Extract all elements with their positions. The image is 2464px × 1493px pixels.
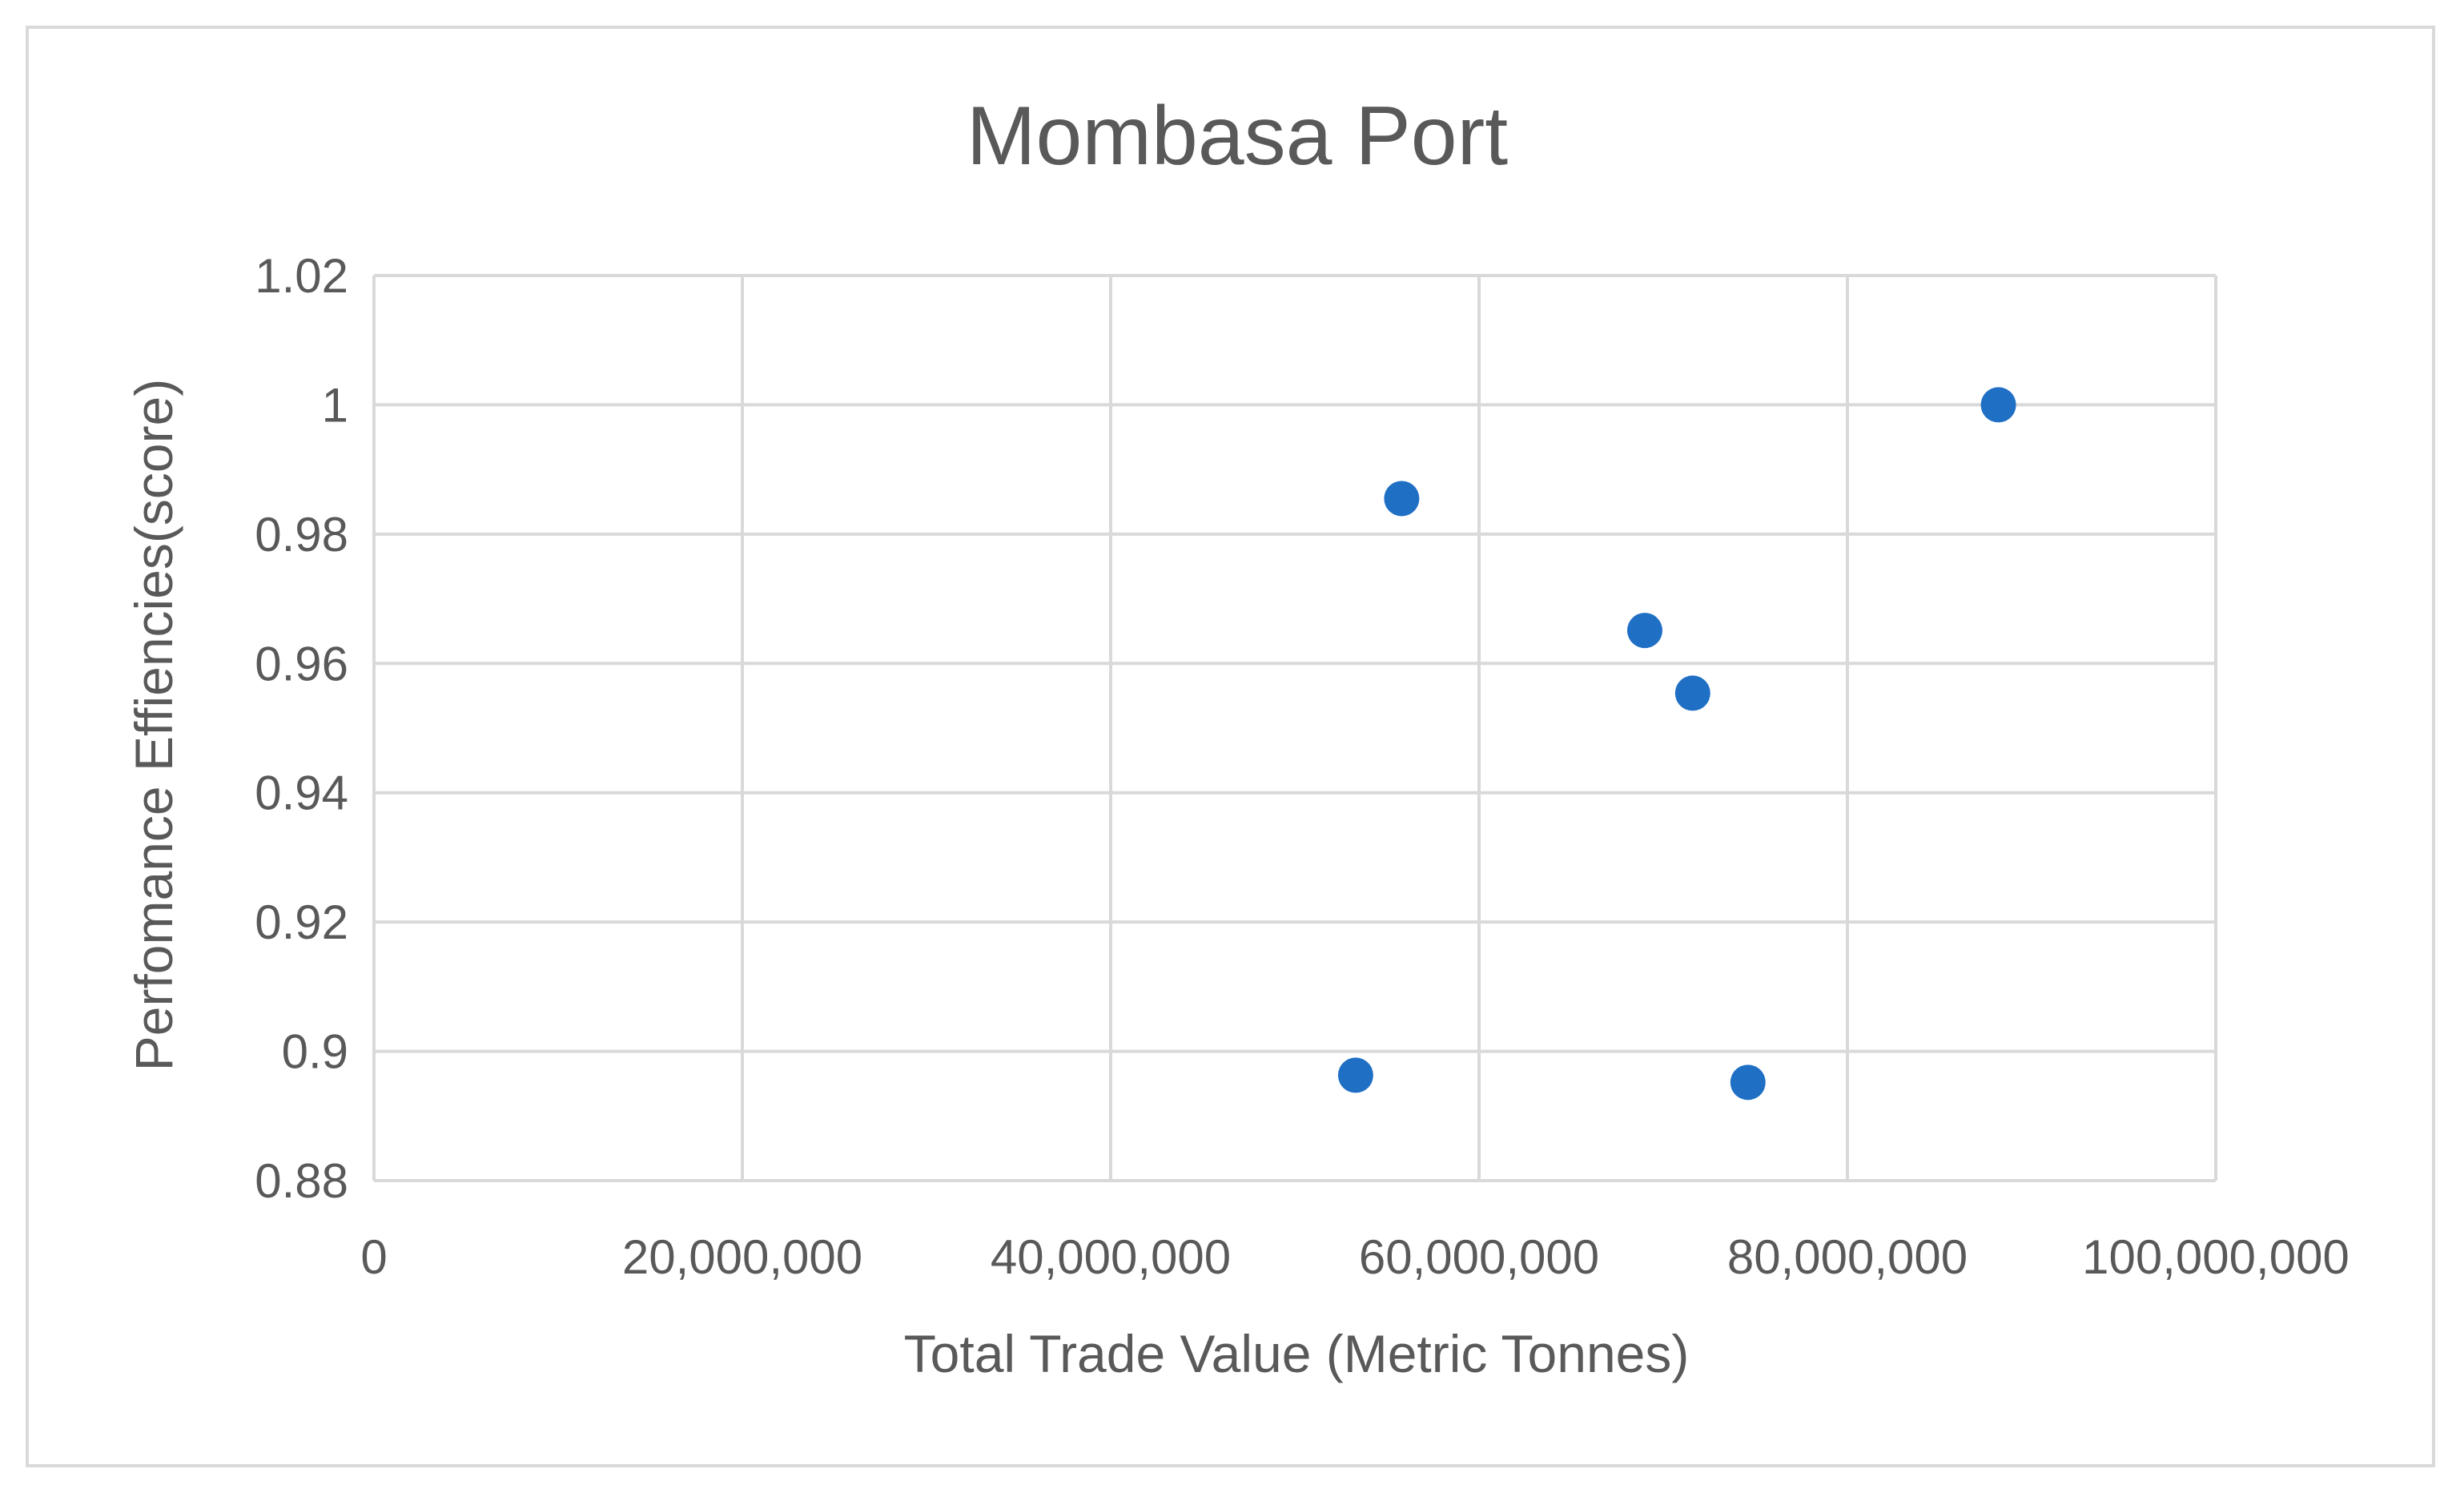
- y-tick-label: 0.98: [255, 508, 348, 561]
- x-tick-label: 20,000,000: [622, 1230, 862, 1284]
- x-tick-label: 0: [360, 1230, 387, 1284]
- data-point: [1674, 675, 1710, 711]
- data-point: [1980, 387, 2016, 423]
- chart-frame: [26, 26, 2435, 1467]
- data-point: [1627, 613, 1662, 649]
- tick-labels: 0.88 0.9 0.92 0.94 0.96 0.98 1 1.02 0 20,000,000 4…: [255, 249, 2349, 1284]
- y-tick-label: 1.02: [255, 249, 348, 303]
- data-point: [1384, 481, 1420, 517]
- data-points: [1337, 387, 2016, 1101]
- y-tick-label: 0.92: [255, 895, 348, 949]
- x-tick-label: 40,000,000: [991, 1230, 1231, 1284]
- data-point: [1337, 1057, 1373, 1093]
- x-tick-label: 60,000,000: [1359, 1230, 1599, 1284]
- gridlines: [372, 274, 2217, 1182]
- y-tick-label: 0.88: [255, 1154, 348, 1208]
- y-tick-label: 0.9: [282, 1025, 348, 1079]
- x-tick-label: 80,000,000: [1727, 1230, 1968, 1284]
- x-axis-title: Total Trade Value (Metric Tonnes): [904, 1324, 1690, 1383]
- data-point: [1730, 1064, 1766, 1101]
- y-tick-label: 0.96: [255, 637, 348, 690]
- y-axis-title: Perfomance Effiencies(score): [124, 379, 183, 1071]
- y-tick-label: 1: [322, 378, 348, 432]
- x-tick-label: 100,000,000: [2082, 1230, 2349, 1284]
- y-tick-label: 0.94: [255, 767, 348, 820]
- chart-title: Mombasa Port: [967, 90, 1508, 183]
